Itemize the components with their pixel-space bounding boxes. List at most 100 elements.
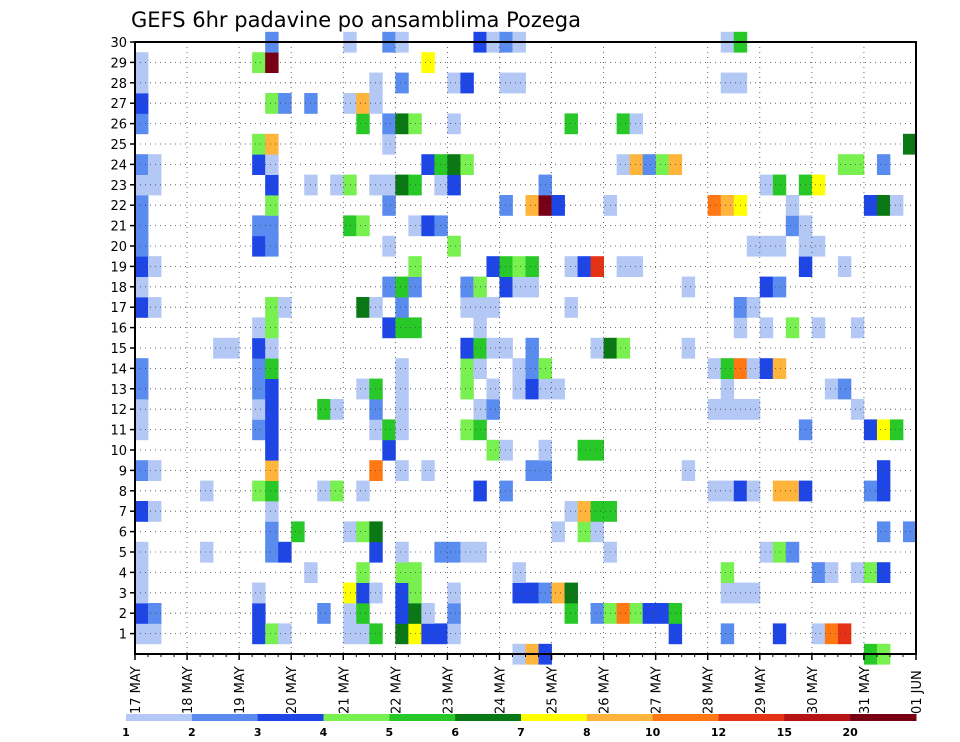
- heatmap-cell: [148, 154, 162, 175]
- y-tick-label: 24: [110, 158, 127, 173]
- heatmap-cell: [772, 480, 787, 502]
- heatmap-cell: [720, 358, 735, 379]
- heatmap-cell: [265, 174, 279, 196]
- heatmap-cell: [499, 256, 513, 277]
- heatmap-cell: [252, 154, 266, 175]
- heatmap-cell: [148, 256, 162, 277]
- heatmap-cell: [369, 541, 383, 563]
- heatmap-cell: [837, 378, 852, 400]
- heatmap-cell: [512, 72, 526, 94]
- colorbar-label: 1: [122, 726, 130, 739]
- heatmap-cell: [356, 521, 370, 543]
- heatmap-cell: [135, 562, 149, 583]
- x-tick-label: 18 MAY: [181, 666, 196, 714]
- heatmap-cell: [278, 297, 292, 318]
- heatmap-cell: [447, 603, 461, 624]
- heatmap-cell: [447, 541, 461, 563]
- heatmap-cell: [148, 623, 162, 645]
- heatmap-cell: [525, 582, 539, 604]
- heatmap-cell: [876, 154, 891, 175]
- heatmap-cell: [135, 235, 149, 257]
- heatmap-cell: [382, 317, 396, 339]
- heatmap-cell: [486, 297, 500, 318]
- heatmap-cell: [876, 521, 891, 543]
- heatmap-cell: [265, 297, 279, 318]
- heatmap-cell: [720, 562, 735, 583]
- heatmap-cell: [551, 582, 565, 604]
- heatmap-cell: [317, 480, 331, 502]
- colorbar-label: 5: [386, 726, 394, 739]
- heatmap-cell: [356, 297, 370, 318]
- heatmap-cell: [447, 72, 461, 94]
- y-tick-label: 16: [110, 322, 127, 337]
- heatmap-cell: [356, 603, 370, 624]
- heatmap-cell: [616, 603, 631, 624]
- heatmap-cell: [265, 358, 279, 379]
- heatmap-cell: [395, 113, 409, 135]
- heatmap-cell: [577, 521, 591, 543]
- x-tick-label: 24 MAY: [493, 666, 508, 714]
- x-tick-label: 01 JUN: [910, 670, 925, 714]
- heatmap-cell: [356, 378, 370, 400]
- heatmap-cell: [395, 378, 409, 400]
- heatmap-cell: [369, 93, 383, 114]
- heatmap-cell: [720, 72, 735, 94]
- x-tick-label: 19 MAY: [233, 666, 248, 714]
- heatmap-cell: [343, 215, 357, 237]
- heatmap-cell: [447, 623, 461, 645]
- heatmap-cell: [551, 521, 565, 543]
- heatmap-cell: [876, 195, 891, 216]
- heatmap-cell: [148, 603, 162, 624]
- heatmap-cell: [759, 276, 774, 298]
- heatmap-cell: [434, 174, 448, 196]
- heatmap-cell: [590, 603, 604, 624]
- heatmap-cell: [486, 378, 500, 400]
- x-tick-label: 17 MAY: [129, 666, 144, 714]
- y-tick-label: 26: [110, 118, 127, 133]
- heatmap-cell: [343, 93, 357, 114]
- heatmap-cell: [265, 399, 279, 420]
- heatmap-cell: [135, 501, 149, 522]
- heatmap-cell: [850, 154, 865, 175]
- heatmap-cell: [486, 337, 500, 359]
- colorbar-swatch: [455, 714, 522, 721]
- heatmap-cell: [460, 72, 474, 94]
- heatmap-cell: [265, 317, 279, 339]
- heatmap-cell: [356, 582, 370, 604]
- chart-title: GEFS 6hr padavine po ansamblima Pozega: [131, 8, 581, 32]
- heatmap-cell: [785, 195, 800, 216]
- heatmap-cell: [135, 215, 149, 237]
- heatmap-cell: [265, 52, 279, 73]
- heatmap-cell: [876, 480, 891, 502]
- heatmap-cell: [460, 419, 474, 441]
- x-tick-label: 28 MAY: [702, 666, 717, 714]
- heatmap-cell: [395, 174, 409, 196]
- heatmap-cell: [577, 256, 591, 277]
- heatmap-cell: [525, 276, 539, 298]
- heatmap-cell: [395, 562, 409, 583]
- colorbar-swatch: [126, 714, 193, 721]
- heatmap-cell: [291, 521, 305, 543]
- heatmap-cell: [252, 378, 266, 400]
- heatmap-cell: [772, 174, 787, 196]
- colorbar-label: 3: [254, 726, 262, 739]
- heatmap-cell: [577, 501, 591, 522]
- heatmap-cell: [395, 276, 409, 298]
- heatmap-cell: [447, 113, 461, 135]
- y-tick-label: 5: [119, 546, 127, 561]
- heatmap-cell: [720, 480, 735, 502]
- heatmap-cell: [369, 72, 383, 94]
- heatmap-cell: [252, 52, 266, 73]
- heatmap-cell: [135, 582, 149, 604]
- y-tick-label: 10: [110, 444, 127, 459]
- heatmap-cell: [707, 399, 722, 420]
- heatmap-cell: [265, 133, 279, 155]
- heatmap-cell: [369, 623, 383, 645]
- heatmap-cell: [265, 93, 279, 114]
- y-tick-label: 18: [110, 281, 127, 296]
- y-tick-label: 23: [110, 179, 127, 194]
- colorbar-label: 10: [645, 726, 661, 739]
- heatmap-cell: [135, 460, 149, 481]
- heatmap-cell: [382, 133, 396, 155]
- heatmap-cell: [330, 480, 344, 502]
